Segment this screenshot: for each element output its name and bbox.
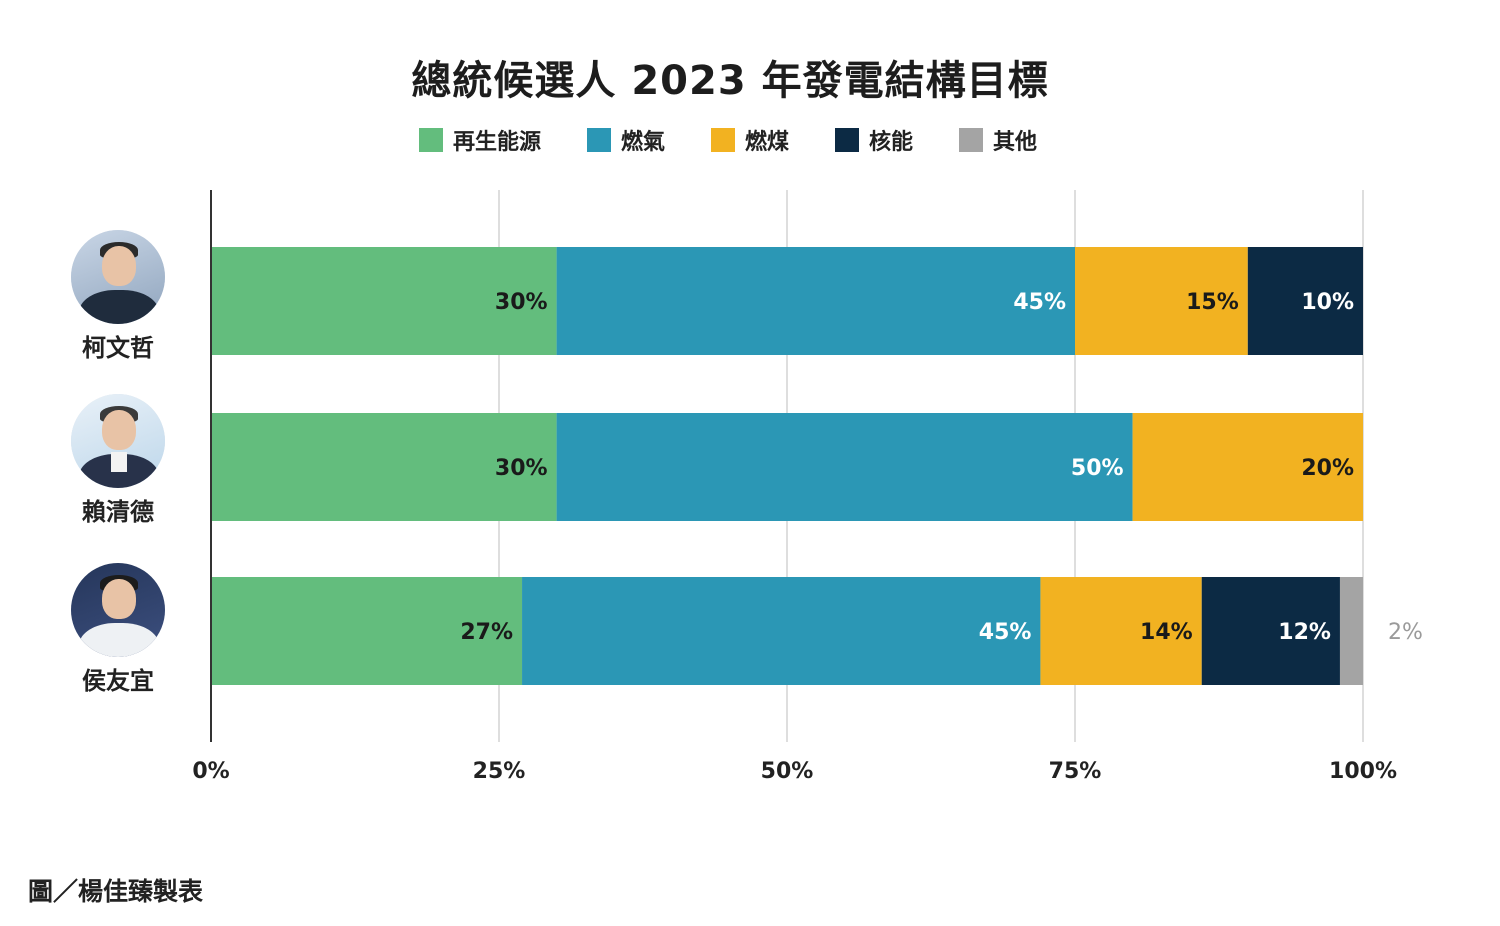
x-tick-label: 25% — [473, 759, 526, 784]
data-label-gas-hou: 45% — [979, 620, 1032, 645]
legend-label-nuclear: 核能 — [869, 130, 914, 155]
x-tick-label: 50% — [761, 759, 814, 784]
legend: 再生能源 燃氣 燃煤 核能 其他 — [0, 124, 1456, 156]
candidate-ko: 柯文哲 — [62, 230, 174, 363]
candidate-name: 賴清德 — [82, 498, 154, 526]
candidate-name: 柯文哲 — [82, 334, 154, 362]
bar-nuclear-ko — [1247, 247, 1363, 355]
bar-coal-lai — [1132, 413, 1363, 521]
candidate-hou: 侯友宜 — [62, 563, 174, 696]
data-label-renewable-lai: 30% — [495, 456, 548, 481]
legend-label-coal: 燃煤 — [744, 130, 789, 155]
legend-label-renewable: 再生能源 — [452, 130, 541, 155]
data-label-renewable-ko: 30% — [495, 290, 548, 315]
data-label-renewable-hou: 27% — [460, 620, 513, 645]
bar-renewable-ko — [211, 247, 557, 355]
avatar — [71, 230, 165, 324]
legend-swatch-coal — [710, 128, 735, 152]
bar-nuclear-hou — [1201, 577, 1340, 685]
bar-coal-ko — [1075, 247, 1248, 355]
avatar — [71, 563, 165, 657]
data-label-nuclear-ko: 10% — [1301, 290, 1354, 315]
bar-gas-hou — [522, 577, 1041, 685]
bar-coal-hou — [1040, 577, 1202, 685]
data-label-gas-ko: 45% — [1013, 290, 1066, 315]
chart-title: 總統候選人 2023 年發電結構目標 — [411, 58, 1049, 104]
candidate-lai: 賴清德 — [62, 394, 174, 527]
legend-item-gas: 燃氣 — [586, 124, 665, 156]
data-label-coal-ko: 15% — [1186, 290, 1239, 315]
data-label-other-hou: 2% — [1388, 620, 1423, 645]
data-label-coal-hou: 14% — [1140, 620, 1193, 645]
bar-gas-lai — [556, 413, 1133, 521]
bar-renewable-lai — [211, 413, 557, 521]
legend-item-nuclear: 核能 — [835, 124, 913, 156]
data-label-nuclear-hou: 12% — [1278, 620, 1331, 645]
legend-swatch-renewable — [418, 128, 443, 152]
legend-swatch-other — [959, 128, 984, 152]
avatar — [71, 394, 165, 488]
legend-label-gas: 燃氣 — [620, 130, 665, 155]
bar-renewable-hou — [211, 577, 523, 685]
legend-item-other: 其他 — [959, 124, 1037, 156]
x-tick-label: 100% — [1329, 759, 1397, 784]
chart-credit: 圖／楊佳臻製表 — [28, 877, 204, 906]
legend-label-other: 其他 — [993, 130, 1038, 155]
data-label-gas-lai: 50% — [1071, 456, 1124, 481]
candidate-name: 侯友宜 — [82, 667, 154, 695]
legend-item-coal: 燃煤 — [710, 124, 789, 156]
bar-gas-ko — [556, 247, 1075, 355]
legend-swatch-gas — [586, 128, 611, 152]
x-tick-label: 75% — [1049, 759, 1102, 784]
bar-other-hou — [1339, 577, 1363, 685]
legend-item-renewable: 再生能源 — [418, 124, 541, 156]
data-label-coal-lai: 20% — [1301, 456, 1354, 481]
legend-swatch-nuclear — [835, 128, 859, 152]
x-tick-label: 0% — [192, 759, 229, 784]
